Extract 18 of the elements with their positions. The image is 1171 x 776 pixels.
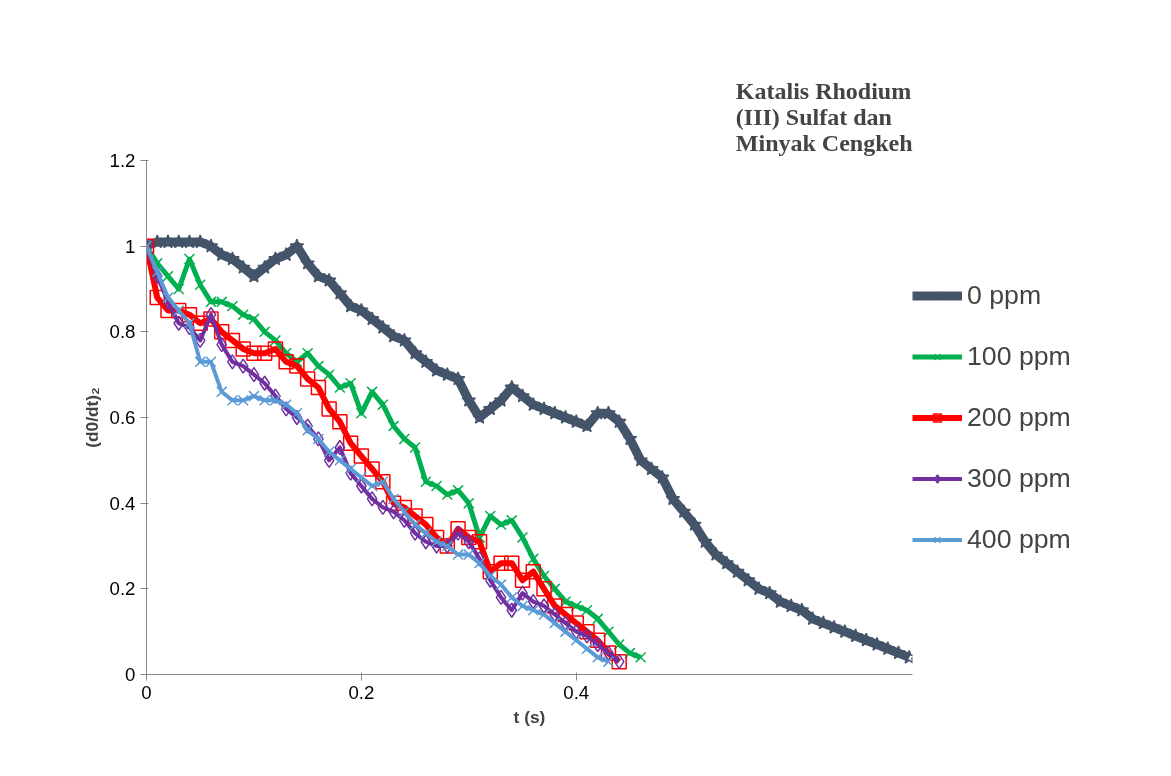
x-tick-label: 0 <box>141 681 152 703</box>
y-tick-label: 0.4 <box>109 492 136 514</box>
y-tick-label: 1.2 <box>109 150 136 171</box>
y-tick-label: 0.6 <box>109 407 136 428</box>
legend-label: 100 ppm <box>967 340 1071 372</box>
y-tick-label: 0.2 <box>109 578 136 600</box>
chart-title: Katalis Rhodium (III) Sulfat dan Minyak Cengkeh <box>735 77 913 156</box>
y-tick-label: 0.8 <box>109 321 136 343</box>
legend-label: 300 ppm <box>967 462 1071 494</box>
y-axis-title: (d0/dt)₂ <box>81 387 102 448</box>
x-tick-label: 0.4 <box>563 681 590 703</box>
legend-label: 0 ppm <box>967 279 1042 311</box>
y-tick-label: 1 <box>125 235 136 257</box>
y-tick-label: 0 <box>125 664 136 685</box>
x-axis-title: t (s) <box>513 706 546 727</box>
x-tick-label: 0.2 <box>348 681 375 703</box>
legend-label: 200 ppm <box>967 401 1071 433</box>
legend-label: 400 ppm <box>967 523 1071 555</box>
